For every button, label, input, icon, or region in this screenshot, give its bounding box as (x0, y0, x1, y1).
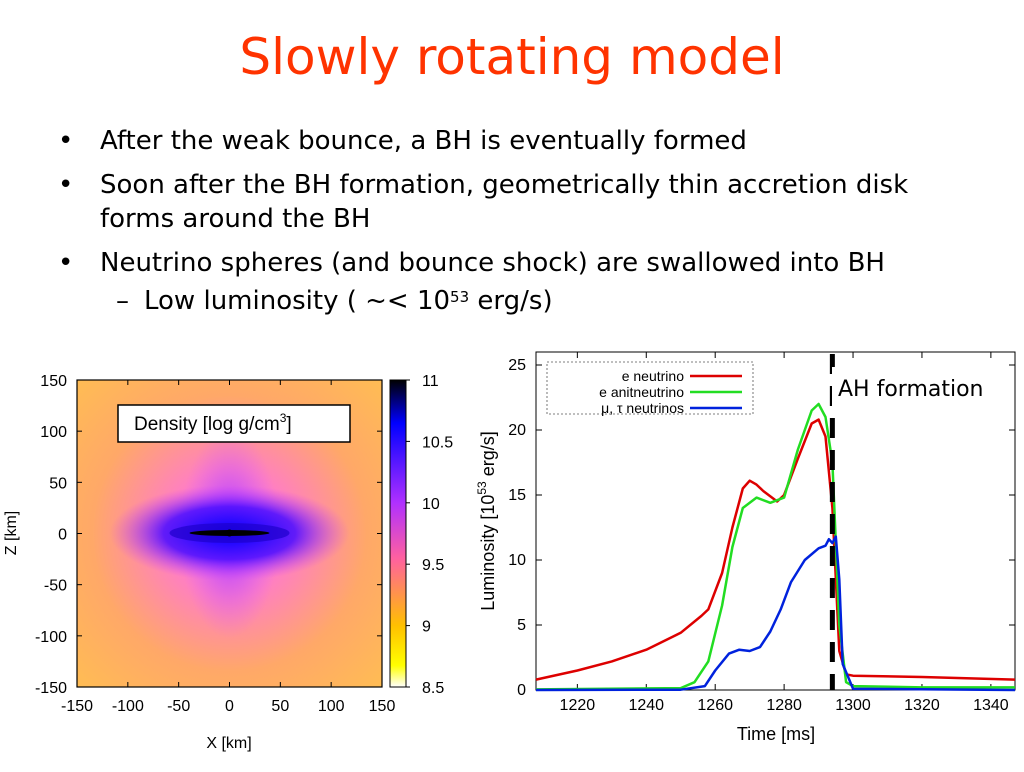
legend-label: μ, τ neutrinos (601, 400, 684, 416)
colorbar-ticks: 11 10.5 10 9.5 9 8.5 (406, 373, 453, 697)
sub-bullet-dash: – (116, 286, 129, 316)
luminosity-plot-panel: 1220 1240 1260 1280 1300 1320 1340 0 5 10 15 20 25 e… (470, 345, 1024, 768)
x-tick-label: -150 (61, 698, 93, 715)
x-tick-label: 150 (369, 698, 396, 715)
x-tick-label: 0 (225, 698, 234, 715)
colorbar-tick-label: 10 (422, 496, 440, 513)
chart-xlabel: Time [ms] (737, 724, 815, 744)
y-tick-label: 10 (508, 552, 526, 569)
colorbar-tick-label: 10.5 (422, 434, 453, 451)
bullet-text: After the weak bounce, a BH is eventuall… (100, 126, 747, 156)
y-tick-label: 15 (508, 487, 526, 504)
bullet-dot: • (58, 170, 74, 200)
slide-title: Slowly rotating model (239, 28, 785, 86)
bullet-dot: • (58, 248, 74, 278)
bullet-dot: • (58, 126, 74, 156)
chart-ylabel: Luminosity [1053 erg/s] (475, 431, 498, 610)
sub-bullet-prefix: Low luminosity ( ~< 10 (144, 286, 451, 316)
legend-box (546, 361, 754, 415)
y-tick-label: 50 (49, 475, 67, 492)
y-tick-label: 100 (40, 424, 67, 441)
y-tick-label: -100 (35, 629, 67, 646)
colorbar-tick-label: 9 (422, 619, 431, 636)
chart-series (535, 402, 1016, 692)
y-tick-label: 150 (40, 373, 67, 390)
series-line-1 (535, 418, 1016, 681)
colorbar-tick-label: 9.5 (422, 557, 444, 574)
sub-bullet-item: – Low luminosity ( ~< 1053 erg/s) (58, 284, 978, 318)
bullet-item: • Neutrino spheres (and bounce shock) ar… (58, 246, 978, 280)
sub-bullet-suffix: erg/s) (469, 286, 553, 316)
y-tick-label: 0 (58, 527, 67, 544)
y-tick-label: 5 (517, 617, 526, 634)
y-tick-label: 20 (508, 422, 526, 439)
legend-label: e neutrino (622, 368, 684, 384)
chart-axes: 1220 1240 1260 1280 1300 1320 1340 0 5 10 15 20 25 (508, 352, 1015, 714)
x-tick-label: 1320 (904, 697, 940, 714)
heatmap-ylabel: Z [km] (3, 511, 20, 555)
bullet-list: • After the weak bounce, a BH is eventua… (58, 124, 978, 318)
luminosity-chart: 1220 1240 1260 1280 1300 1320 1340 0 5 10 15 20 25 e… (475, 351, 1016, 744)
x-tick-label: 1300 (835, 697, 871, 714)
x-tick-label: 1280 (766, 697, 802, 714)
bullet-item: • After the weak bounce, a BH is eventua… (58, 124, 978, 158)
colorbar (389, 379, 407, 688)
y-tick-label: 25 (508, 357, 526, 374)
ah-label-box (832, 367, 1004, 409)
x-tick-label: 50 (271, 698, 289, 715)
y-tick-label: -150 (35, 680, 67, 697)
y-tick-label: -50 (44, 578, 67, 595)
y-tick-label: 0 (517, 682, 526, 699)
x-tick-label: 1340 (973, 697, 1009, 714)
colorbar-tick-label: 8.5 (422, 680, 444, 697)
ah-formation-label: AH formation (838, 377, 984, 402)
bullet-text: Neutrino spheres (and bounce shock) are … (100, 248, 885, 278)
series-line-3 (535, 535, 1016, 692)
x-tick-label: -100 (112, 698, 144, 715)
x-tick-label: -50 (167, 698, 190, 715)
density-plot-panel: -150 -100 -50 0 50 100 150 150 100 50 0 -50 -100 -150… (0, 345, 470, 768)
sub-bullet-exponent: 53 (450, 288, 470, 306)
x-tick-label: 100 (318, 698, 345, 715)
x-tick-label: 1260 (697, 697, 733, 714)
colorbar-tick-label: 11 (422, 373, 439, 390)
x-tick-label: 1240 (628, 697, 664, 714)
bullet-text: Soon after the BH formation, geometrical… (100, 170, 909, 234)
heatmap-xlabel: X [km] (206, 735, 251, 752)
density-heatmap: -150 -100 -50 0 50 100 150150100500-50-100-150… (3, 373, 453, 752)
density-label: Density [log g/cm3] (134, 411, 292, 435)
heatmap-axes: -150 -100 -50 0 50 100 150 150 100 50 0 -50 -100 -150 (35, 373, 395, 715)
legend-label: e anitneutrino (599, 384, 684, 400)
x-tick-label: 1220 (560, 697, 596, 714)
bullet-item: • Soon after the BH formation, geometric… (58, 168, 978, 236)
density-label-box (117, 404, 351, 443)
